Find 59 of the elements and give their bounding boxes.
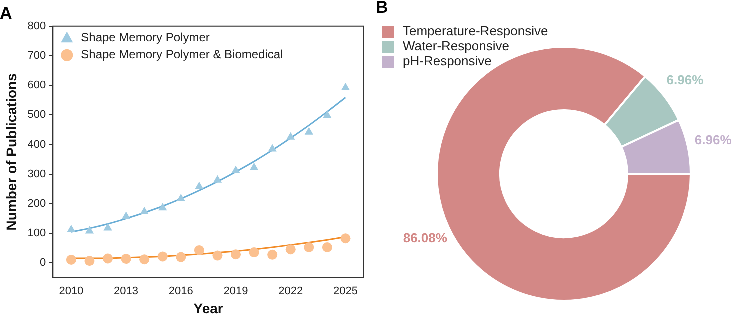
point [232, 166, 240, 174]
point [103, 254, 114, 264]
x-tick-label: 2013 [114, 286, 139, 298]
point [304, 242, 314, 253]
data-label: 6.96% [666, 72, 704, 88]
y-tick-label: 800 [28, 20, 46, 32]
chart-title: A [0, 4, 12, 23]
y-tick-label: 100 [28, 228, 46, 240]
point [176, 252, 186, 262]
x-tick-label: 2025 [333, 286, 358, 298]
y-tick-label: 500 [28, 109, 46, 122]
point [340, 234, 351, 244]
point [268, 144, 277, 152]
legend-label: Water-Responsive [403, 38, 510, 54]
point [341, 82, 350, 90]
y-tick-label: 700 [28, 50, 46, 62]
y-tick-label: 300 [28, 168, 46, 180]
point [250, 162, 259, 170]
chart-title: B [376, 0, 388, 18]
x-tick-label: 2019 [224, 286, 248, 298]
point [213, 175, 222, 183]
x-tick-label: 2010 [59, 286, 84, 298]
point [140, 206, 149, 214]
y-tick-label: 0 [40, 257, 46, 270]
point [194, 245, 204, 256]
point [286, 244, 296, 255]
point [121, 254, 132, 264]
point [231, 250, 242, 260]
point [140, 254, 150, 265]
x-tick-label: 2022 [278, 286, 304, 298]
y-tick-label: 400 [28, 138, 46, 151]
point [67, 225, 76, 233]
point [104, 223, 112, 231]
point [268, 250, 278, 260]
legend-label: Shape Memory Polymer [81, 30, 210, 45]
point [195, 182, 204, 190]
point [158, 203, 168, 211]
x-axis-title: Year [194, 300, 224, 316]
y-tick-label: 200 [28, 198, 46, 210]
point [66, 254, 76, 265]
point [158, 252, 168, 262]
legend-label: Temperature-Responsive [403, 24, 548, 39]
data-label: 6.96% [694, 132, 732, 148]
x-tick-label: 2016 [168, 286, 194, 298]
legend-label: Shape Memory Polymer & Biomedical [81, 48, 284, 62]
point [84, 256, 95, 266]
point [212, 250, 223, 261]
y-axis-title: Number of Publications [3, 73, 20, 231]
point [176, 194, 186, 202]
point [304, 127, 314, 135]
point [286, 132, 296, 140]
point [249, 248, 260, 258]
point [85, 226, 94, 234]
point [322, 242, 332, 253]
point [323, 110, 332, 118]
point [122, 212, 131, 220]
y-tick-label: 600 [28, 80, 46, 92]
data-label: 86.08% [403, 230, 448, 246]
legend-label: pH-Responsive [403, 54, 492, 69]
